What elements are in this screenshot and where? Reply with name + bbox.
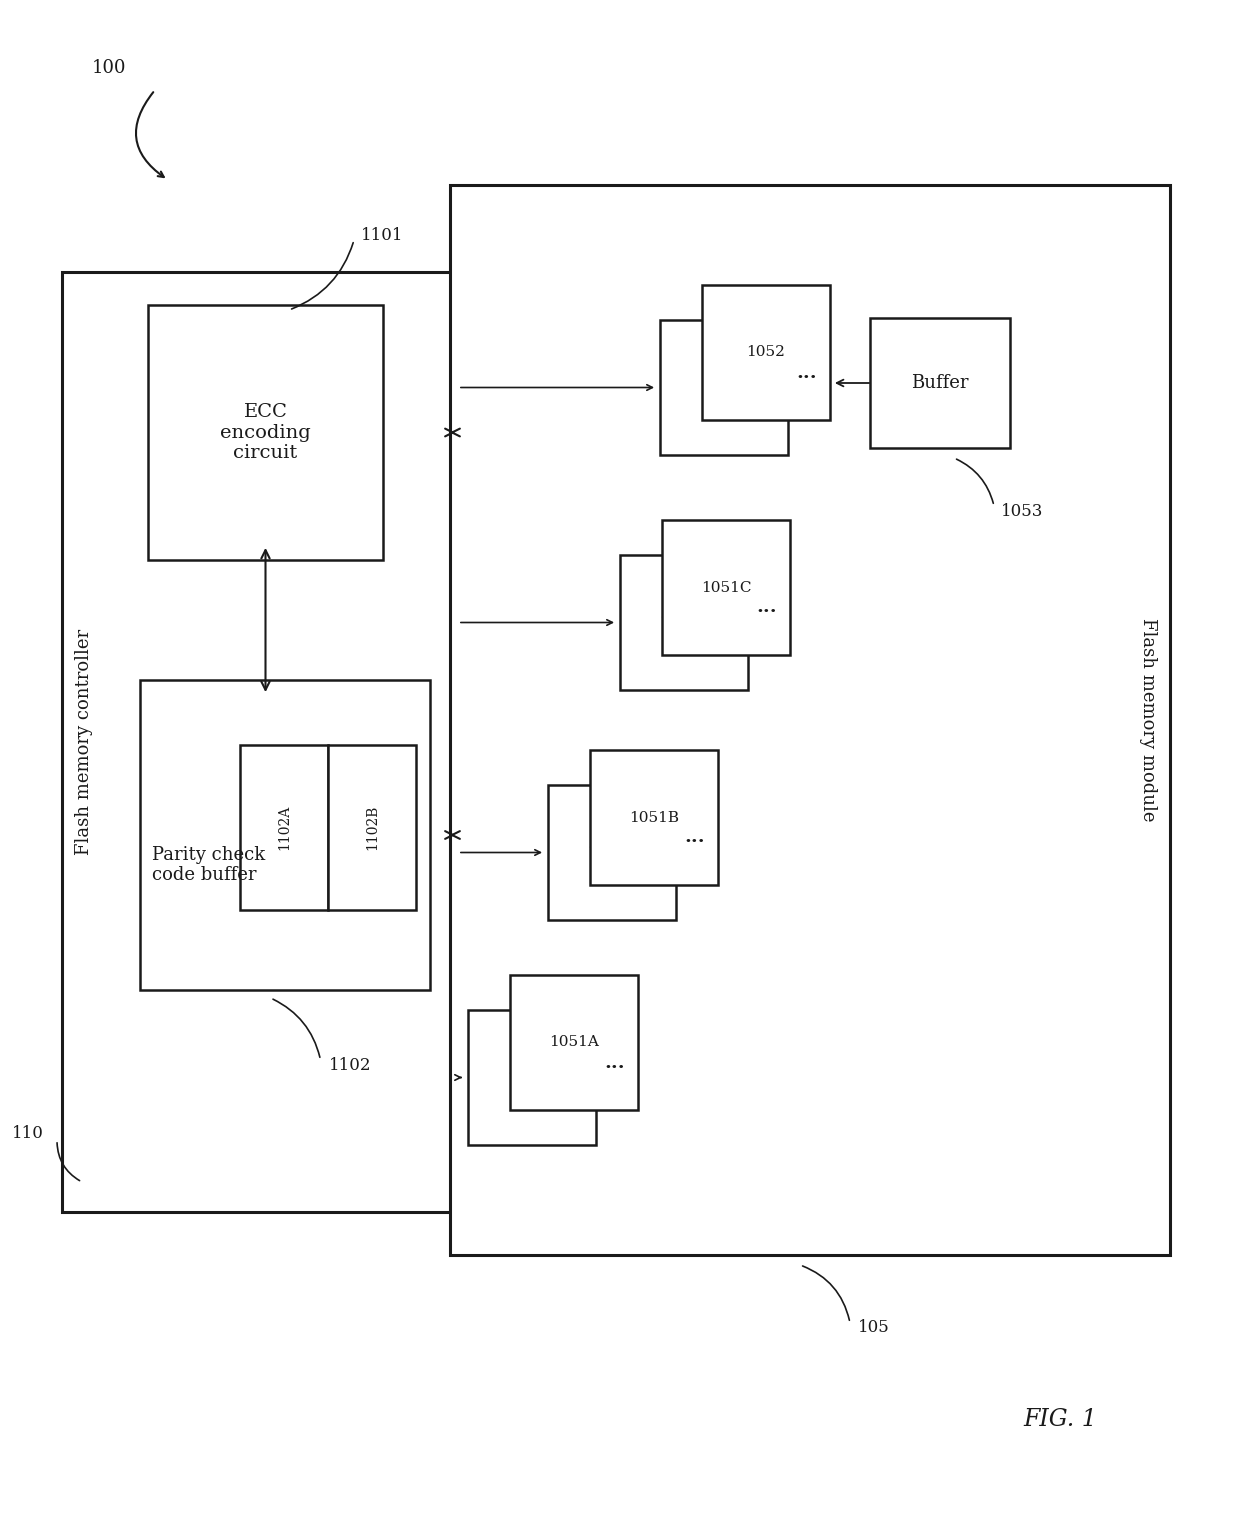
Text: ECC
encoding
circuit: ECC encoding circuit xyxy=(221,403,311,463)
Text: Flash memory module: Flash memory module xyxy=(1140,619,1157,821)
Text: FIG. 1: FIG. 1 xyxy=(1023,1408,1097,1431)
Text: 1051A: 1051A xyxy=(549,1036,599,1049)
Text: 1101: 1101 xyxy=(361,227,403,244)
Text: 1102A: 1102A xyxy=(277,804,291,850)
Text: ...: ... xyxy=(604,1054,625,1071)
Bar xyxy=(548,784,676,921)
Text: 1051C: 1051C xyxy=(701,581,751,594)
Bar xyxy=(870,319,1011,447)
Text: 1102: 1102 xyxy=(329,1057,371,1074)
Bar xyxy=(590,751,718,885)
Bar xyxy=(660,320,787,455)
Text: 1052: 1052 xyxy=(704,380,744,395)
Bar xyxy=(450,185,1171,1255)
Bar xyxy=(329,745,415,910)
Bar xyxy=(702,285,830,420)
Bar xyxy=(241,745,329,910)
Text: Buffer: Buffer xyxy=(911,374,968,392)
Text: 1051C: 1051C xyxy=(658,616,709,630)
Text: 110: 110 xyxy=(12,1126,43,1143)
Text: Flash memory controller: Flash memory controller xyxy=(74,630,93,855)
Bar xyxy=(148,305,383,561)
Text: 100: 100 xyxy=(92,60,126,77)
Text: ...: ... xyxy=(756,599,776,616)
Text: 1051B: 1051B xyxy=(629,810,680,824)
Text: ...: ... xyxy=(796,363,817,381)
Text: Parity check
code buffer: Parity check code buffer xyxy=(153,846,265,884)
Text: 1053: 1053 xyxy=(1001,502,1043,519)
Text: 1052: 1052 xyxy=(746,346,785,360)
Bar xyxy=(62,273,453,1212)
Bar xyxy=(620,555,748,689)
Text: ...: ... xyxy=(684,829,704,847)
Text: 105: 105 xyxy=(858,1319,890,1336)
Text: 1051A: 1051A xyxy=(507,1071,557,1085)
Text: 1051B: 1051B xyxy=(587,846,637,859)
Bar xyxy=(140,680,430,990)
Text: 1102B: 1102B xyxy=(365,804,379,850)
Bar xyxy=(467,1010,596,1144)
Bar xyxy=(662,519,790,656)
Bar xyxy=(510,974,639,1111)
